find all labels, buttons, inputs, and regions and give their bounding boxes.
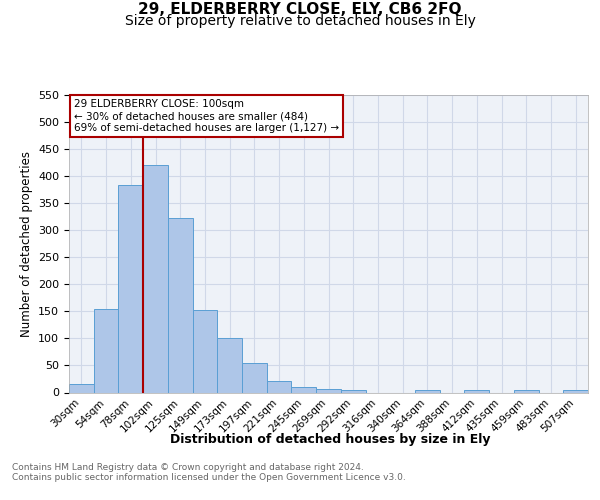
- Text: Contains public sector information licensed under the Open Government Licence v3: Contains public sector information licen…: [12, 472, 406, 482]
- Bar: [292, 387, 316, 392]
- Bar: [415, 390, 440, 392]
- Bar: [563, 390, 588, 392]
- Text: Size of property relative to detached houses in Ely: Size of property relative to detached ho…: [125, 14, 475, 28]
- Bar: [168, 218, 193, 392]
- Bar: [514, 390, 539, 392]
- Text: 29 ELDERBERRY CLOSE: 100sqm
← 30% of detached houses are smaller (484)
69% of se: 29 ELDERBERRY CLOSE: 100sqm ← 30% of det…: [74, 100, 340, 132]
- Bar: [316, 390, 341, 392]
- Bar: [242, 363, 267, 392]
- Text: Contains HM Land Registry data © Crown copyright and database right 2024.: Contains HM Land Registry data © Crown c…: [12, 462, 364, 471]
- Bar: [69, 384, 94, 392]
- Bar: [94, 308, 118, 392]
- Bar: [143, 166, 168, 392]
- Bar: [464, 390, 489, 392]
- Bar: [193, 310, 217, 392]
- Bar: [267, 381, 292, 392]
- Bar: [118, 185, 143, 392]
- Bar: [217, 338, 242, 392]
- Bar: [341, 390, 365, 392]
- Text: 29, ELDERBERRY CLOSE, ELY, CB6 2FQ: 29, ELDERBERRY CLOSE, ELY, CB6 2FQ: [138, 2, 462, 18]
- Y-axis label: Number of detached properties: Number of detached properties: [20, 151, 32, 337]
- Text: Distribution of detached houses by size in Ely: Distribution of detached houses by size …: [170, 432, 490, 446]
